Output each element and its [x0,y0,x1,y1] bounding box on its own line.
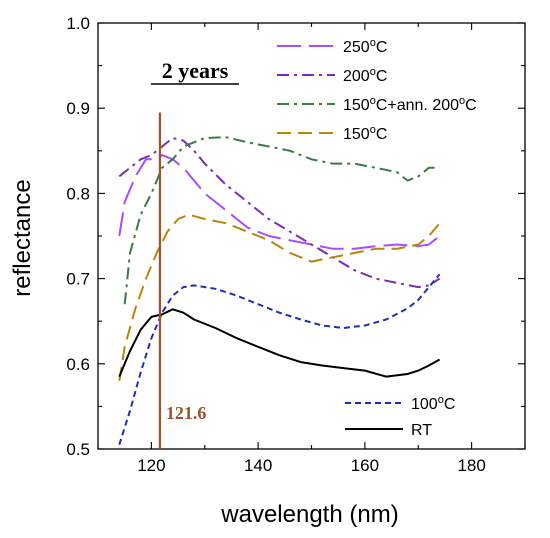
series-line-rt [118,308,441,378]
legend-label: 150oC [343,124,387,143]
x-tick-label: 120 [137,456,165,475]
series-line-250 [118,154,441,250]
y-axis-label: reflectance [9,179,36,296]
y-tick-label: 0.6 [66,355,90,374]
series-line-150 [118,213,441,381]
legend-label: 150oC+ann. 200oC [343,95,477,114]
series-line-200 [118,137,441,289]
marker-value-label: 121.6 [166,403,207,423]
x-axis-label: wavelength (nm) [220,501,398,528]
x-tick-label: 180 [457,456,485,475]
annotation-title: 2 years [162,58,229,83]
y-tick-label: 0.8 [66,184,90,203]
y-tick-label: 0.5 [66,440,90,459]
y-tick-label: 1.0 [66,14,90,33]
y-tick-label: 0.9 [66,99,90,118]
legend-label: 250oC [343,37,387,56]
legend-label: RT [411,422,432,439]
legend-label: 100oC [411,394,455,413]
y-tick-label: 0.7 [66,270,90,289]
plot-frame [97,22,526,450]
x-tick-label: 140 [244,456,272,475]
legend-label: 200oC [343,66,387,85]
x-tick-label: 160 [351,456,379,475]
series-line-150 [123,136,440,305]
series-line-100 [118,273,441,446]
